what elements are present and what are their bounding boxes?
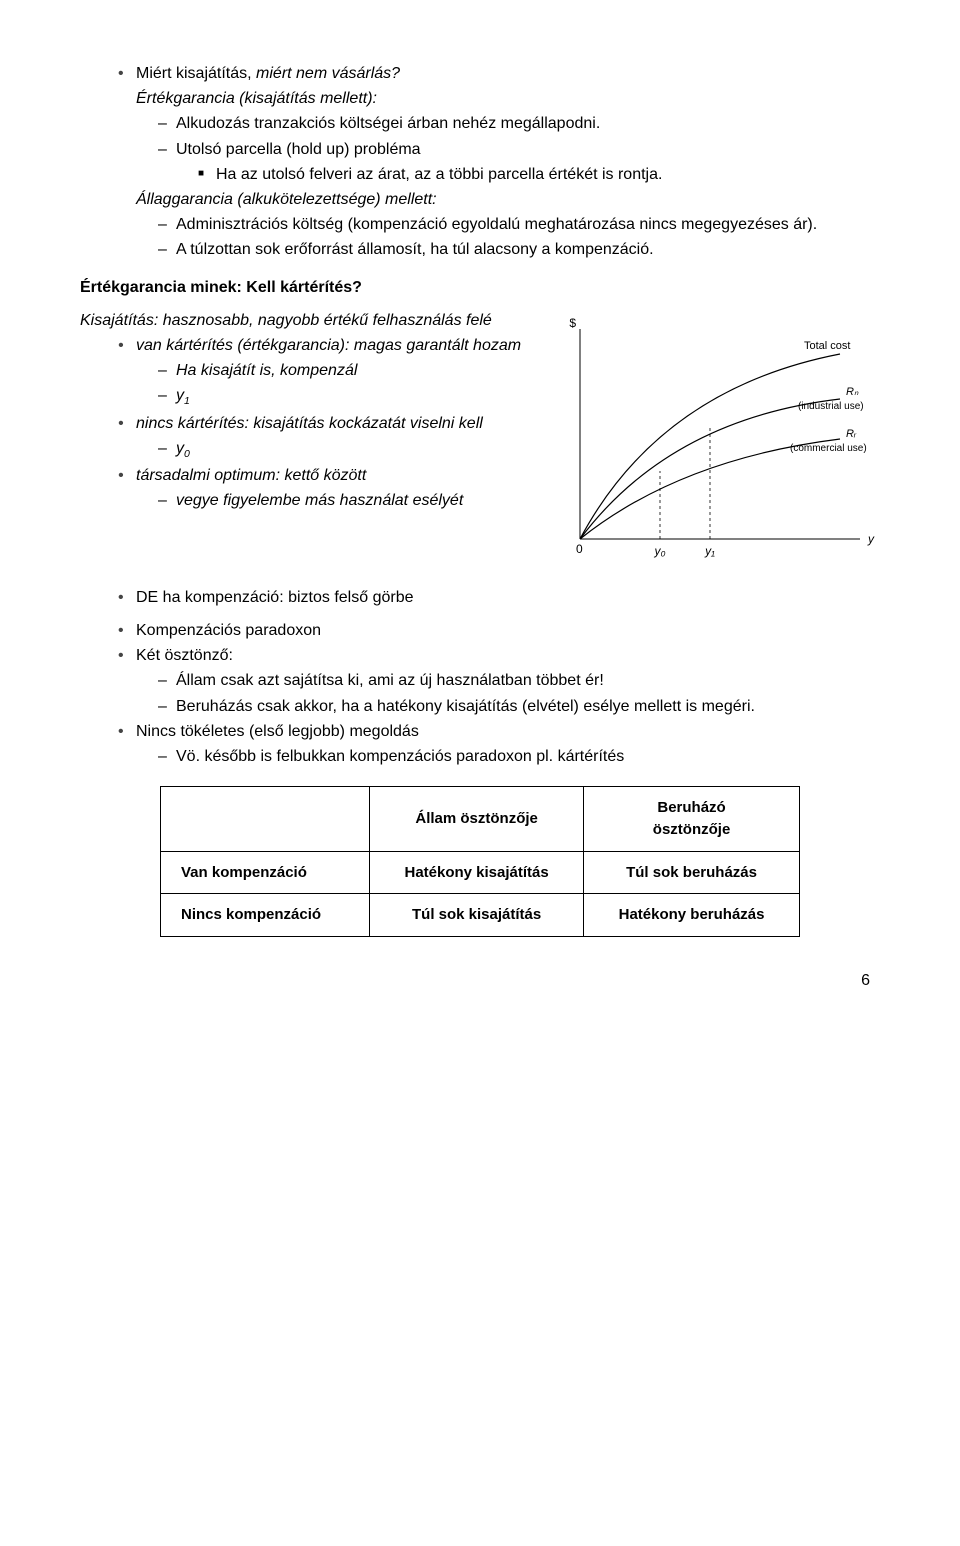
table-row: Van kompenzáció Hatékony kisajátítás Túl…: [161, 851, 800, 894]
y-label-1: y: [176, 387, 184, 404]
intro-square-1: Ha az utolsó felveri az árat, az a többi…: [80, 163, 880, 186]
rn-sub: (industrial use): [798, 401, 864, 412]
col-state: Állam ösztönzője: [370, 787, 584, 852]
rr-sub: (commercial use): [790, 443, 867, 454]
r1c2: Túl sok beruházás: [584, 851, 800, 894]
intro-value-guarantee: Értékgarancia (kisajátítás mellett):: [80, 87, 880, 110]
y-sub-1: 1: [184, 395, 190, 407]
x0-label: y₀: [653, 544, 665, 558]
left-b2: nincs kártérítés: kisajátítás kockázatát…: [80, 412, 532, 463]
after-b4-dashes: Vö. később is felbukkan kompenzációs par…: [80, 745, 880, 768]
y-sub-0: 0: [184, 448, 190, 460]
intro-square: Ha az utolsó felveri az árat, az a többi…: [80, 163, 880, 186]
intro-bullets: Miért kisajátítás, miért nem vásárlás?: [80, 62, 880, 85]
after-bullets-2: Kompenzációs paradoxon Két ösztönző:: [80, 619, 880, 667]
xlabel: y: [867, 532, 875, 546]
left-b1-text: van kártérítés (értékgarancia): magas ga…: [136, 337, 521, 354]
right-column-diagram: $ y 0 y₀ y₁ Total cost Rₙ (industrial us…: [540, 309, 880, 576]
compensation-table: Állam ösztönzője Beruházó ösztönzője Van…: [160, 786, 800, 937]
left-column: Kisajátítás: hasznosabb, nagyobb értékű …: [80, 309, 532, 515]
table-header-row: Állam ösztönzője Beruházó ösztönzője: [161, 787, 800, 852]
intro-dash-1b: Utolsó parcella (hold up) probléma: [80, 138, 880, 161]
rr-label: Rᵣ: [846, 428, 857, 440]
left-b3-d1: vegye figyelembe más használat esélyét: [80, 489, 532, 512]
after-bullets-3: Nincs tökéletes (első legjobb) megoldás: [80, 720, 880, 743]
intro-dash-1: Alkudozás tranzakciós költségei árban ne…: [80, 112, 880, 160]
intro-dash-2a: Adminisztrációs költség (kompenzáció egy…: [80, 213, 880, 236]
left-b2-d1: y0: [80, 437, 532, 462]
row-has-comp: Van kompenzáció: [161, 851, 370, 894]
intro-state-guarantee: Állaggarancia (alkukötelezettsége) melle…: [80, 188, 880, 211]
left-bullets: van kártérítés (értékgarancia): magas ga…: [80, 334, 532, 513]
col-investor-a: Beruházó: [657, 799, 725, 816]
left-b1-d1: Ha kisajátít is, kompenzál: [80, 359, 532, 382]
total-cost-label: Total cost: [804, 340, 850, 352]
kisajatitas-intro: Kisajátítás: hasznosabb, nagyobb értékű …: [80, 309, 532, 332]
after-b3-dashes: Állam csak azt sajátítsa ki, ami az új h…: [80, 669, 880, 717]
intro-line1-plain: Miért kisajátítás,: [136, 65, 256, 82]
intro-line1: Miért kisajátítás, miért nem vásárlás?: [80, 62, 880, 85]
two-column: Kisajátítás: hasznosabb, nagyobb értékű …: [80, 309, 880, 576]
x1-label: y₁: [704, 544, 715, 558]
r2c2: Hatékony beruházás: [584, 894, 800, 937]
after-b1: DE ha kompenzáció: biztos felső görbe: [80, 586, 880, 609]
after-b3-d1: Állam csak azt sajátítsa ki, ami az új h…: [80, 669, 880, 692]
after-b2: Kompenzációs paradoxon: [80, 619, 880, 642]
r1c1: Hatékony kisajátítás: [370, 851, 584, 894]
left-b1: van kártérítés (értékgarancia): magas ga…: [80, 334, 532, 410]
col-investor: Beruházó ösztönzője: [584, 787, 800, 852]
table-row: Nincs kompenzáció Túl sok kisajátítás Ha…: [161, 894, 800, 937]
row-no-comp: Nincs kompenzáció: [161, 894, 370, 937]
col-investor-b: ösztönzője: [653, 821, 731, 838]
left-b2-text: nincs kártérítés: kisajátítás kockázatát…: [136, 415, 483, 432]
after-b4-text: Nincs tökéletes (első legjobb) megoldás: [136, 723, 419, 740]
page-number: 6: [80, 969, 880, 992]
intro-dash-2b: A túlzottan sok erőforrást államosít, ha…: [80, 238, 880, 261]
after-b3: Két ösztönző:: [80, 644, 880, 667]
rn-label: Rₙ: [846, 386, 859, 398]
after-b4-d1: Vö. később is felbukkan kompenzációs par…: [80, 745, 880, 768]
left-b3-text: társadalmi optimum: kettő között: [136, 467, 366, 484]
intro-line1-ital: miért nem vásárlás?: [256, 65, 400, 82]
r2c1: Túl sok kisajátítás: [370, 894, 584, 937]
left-b3: társadalmi optimum: kettő között vegye f…: [80, 464, 532, 512]
y-label-0: y: [176, 440, 184, 457]
ylabel: $: [569, 316, 576, 330]
after-b3-text: Két ösztönző:: [136, 647, 233, 664]
after-bullets: DE ha kompenzáció: biztos felső görbe: [80, 586, 880, 609]
table-empty-corner: [161, 787, 370, 852]
cost-curves-diagram: $ y 0 y₀ y₁ Total cost Rₙ (industrial us…: [540, 309, 880, 569]
heading-compensation: Értékgarancia minek: Kell kártérítés?: [80, 276, 880, 299]
after-b3-d2: Beruházás csak akkor, ha a hatékony kisa…: [80, 695, 880, 718]
origin-label: 0: [576, 542, 583, 556]
left-b1-d2: y1: [80, 384, 532, 409]
intro-dash-2: Adminisztrációs költség (kompenzáció egy…: [80, 213, 880, 261]
after-b4: Nincs tökéletes (első legjobb) megoldás: [80, 720, 880, 743]
intro-dash-1a: Alkudozás tranzakciós költségei árban ne…: [80, 112, 880, 135]
